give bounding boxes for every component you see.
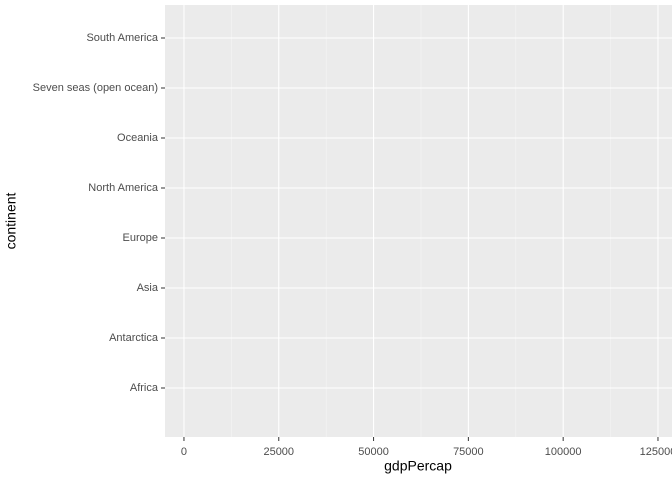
x-tick-label: 125000	[640, 446, 672, 458]
y-tick-label: Africa	[130, 382, 159, 394]
y-tick-label: South America	[86, 32, 158, 44]
panel	[165, 5, 672, 437]
y-tick-label: Europe	[123, 232, 158, 244]
y-tick-label: Oceania	[117, 132, 159, 144]
x-tick-label: 0	[181, 446, 187, 458]
x-tick-label: 100000	[545, 446, 582, 458]
x-tick-label: 25000	[263, 446, 294, 458]
y-tick-label: Seven seas (open ocean)	[33, 82, 158, 94]
y-tick-label: Asia	[137, 282, 159, 294]
x-tick-label: 50000	[358, 446, 389, 458]
y-tick-label: Antarctica	[109, 332, 159, 344]
y-axis-title: continent	[3, 192, 19, 249]
y-tick-label: North America	[88, 182, 159, 194]
x-axis-title: gdpPercap	[384, 458, 452, 474]
x-tick-label: 75000	[453, 446, 484, 458]
